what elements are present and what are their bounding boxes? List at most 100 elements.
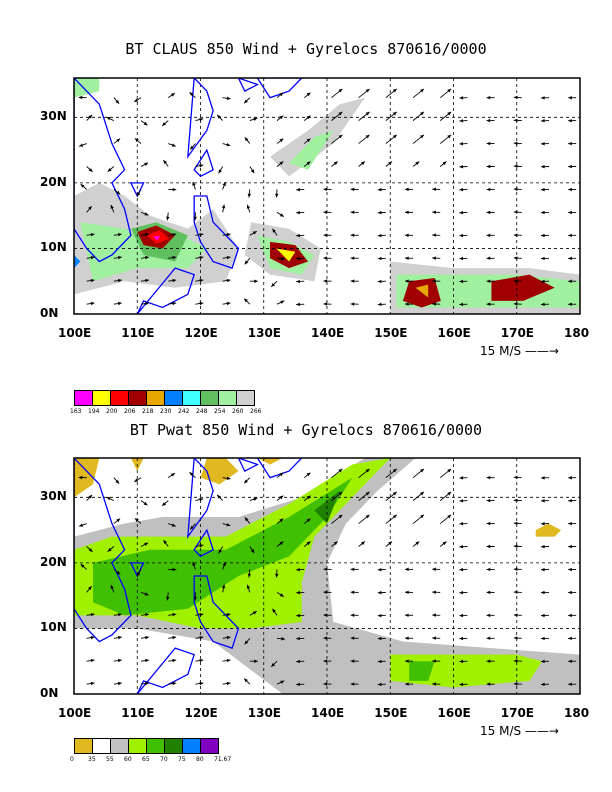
wind-vector-head [513, 256, 518, 260]
wind-vector-head [172, 301, 177, 306]
lat-tick-label: 20N [40, 554, 67, 569]
wind-vector-head [415, 161, 420, 166]
wind-vector-head [244, 99, 248, 104]
colorbar-swatch [200, 390, 219, 406]
wind-vector-head [513, 233, 518, 237]
wind-vector-head [405, 187, 409, 192]
wind-vector-head [246, 584, 251, 589]
colorbar-label: 80 [196, 756, 204, 763]
top-reference-vector-label: 15 M/S [480, 344, 522, 358]
wind-vector-head [134, 518, 139, 523]
wind-vector-head [199, 278, 204, 283]
wind-vector-head [145, 255, 149, 260]
wind-vector-head [296, 567, 300, 572]
wind-vector-head [323, 613, 328, 617]
wind-vector-head [190, 145, 194, 150]
colorbar-label: 242 [178, 408, 190, 415]
wind-vector-head [568, 256, 572, 261]
wind-vector-head [117, 681, 122, 686]
coastline [193, 575, 240, 649]
wind-vector-head [163, 540, 168, 545]
wind-vector-head [541, 659, 545, 664]
wind-vector-head [459, 499, 464, 503]
coastline [136, 267, 195, 314]
coastline [256, 458, 303, 479]
wind-vector-head [377, 567, 382, 572]
wind-vector-head [306, 92, 311, 97]
wind-vector-head [323, 302, 328, 306]
shaded-region [276, 248, 296, 262]
wind-vector-head [306, 115, 311, 120]
bottom-panel-title: BT Pwat 850 Wind + Gyrelocs 870616/0000 [129, 421, 483, 439]
wind-vector-head [144, 162, 149, 166]
wind-vector-head [250, 549, 255, 554]
wind-vector-head [513, 164, 518, 169]
wind-vector-head [377, 256, 382, 261]
wind-vector-head [279, 472, 284, 477]
wind-vector-head [459, 590, 464, 595]
shaded-region [200, 458, 239, 485]
wind-vector-head [172, 278, 177, 283]
wind-vector-head [486, 302, 491, 306]
wind-vector-head [90, 232, 95, 237]
wind-vector-head [116, 518, 121, 523]
wind-vector-head [377, 187, 382, 192]
wind-vector-head [486, 636, 491, 641]
wind-vector-head [541, 476, 545, 480]
wind-vector-head [568, 279, 572, 284]
wind-vector-head [296, 233, 300, 238]
wind-vector-head [272, 608, 276, 613]
wind-vector-head [365, 514, 370, 519]
wind-vector-head [405, 233, 409, 238]
wind-vector-head [106, 117, 111, 121]
lat-tick-label: 30N [40, 489, 67, 504]
wind-vector-head [199, 117, 204, 122]
wind-vector-head [145, 278, 149, 283]
wind-vector-head [218, 549, 222, 554]
wind-vector-head [377, 590, 382, 595]
wind-vector-head [80, 184, 85, 188]
wind-vector-head [323, 567, 328, 572]
wind-vector-head [541, 96, 545, 100]
wind-vector-head [244, 678, 248, 683]
wind-vector-head [145, 612, 149, 617]
wind-vector-head [162, 502, 167, 506]
top-panel-title: BT CLAUS 850 Wind + Gyrelocs 870616/0000 [125, 40, 487, 58]
wind-vector-head [296, 210, 300, 215]
wind-vector-head [192, 561, 196, 566]
wind-vector-head [392, 88, 397, 93]
wind-vector-head [306, 495, 311, 500]
wind-vector-head [405, 302, 409, 306]
wind-vector-head [486, 210, 491, 215]
shaded-region [491, 274, 555, 301]
wind-vector-head [199, 255, 204, 260]
coastline [237, 78, 260, 92]
wind-vector-head [222, 561, 226, 566]
lon-tick-label: 100E [58, 326, 92, 340]
wind-vector-head [420, 111, 424, 116]
wind-vector-head [541, 187, 545, 192]
wind-vector-head [172, 612, 177, 617]
wind-vector-head [279, 92, 284, 97]
wind-vector-head [247, 193, 252, 198]
wind-vector-head [513, 659, 518, 663]
shaded-region [415, 284, 429, 298]
wind-vector-head [350, 256, 355, 260]
wind-vector-head [88, 548, 93, 552]
coastline [74, 458, 132, 643]
wind-vector-head [486, 659, 491, 663]
wind-vector-head [459, 119, 464, 123]
wind-vector-head [296, 590, 300, 595]
shaded-region [402, 277, 441, 308]
coastline [136, 647, 195, 694]
shaded-region [92, 477, 353, 616]
wind-vector-head [226, 278, 231, 283]
wind-vector-head [117, 278, 122, 283]
wind-vector-head [432, 636, 436, 640]
wind-vector-head [432, 659, 436, 663]
colorbar-label: 218 [142, 408, 154, 415]
wind-vector-head [107, 167, 112, 172]
wind-vector-head [568, 521, 572, 526]
wind-vector-head [90, 255, 95, 260]
wind-vector-head [90, 635, 95, 640]
